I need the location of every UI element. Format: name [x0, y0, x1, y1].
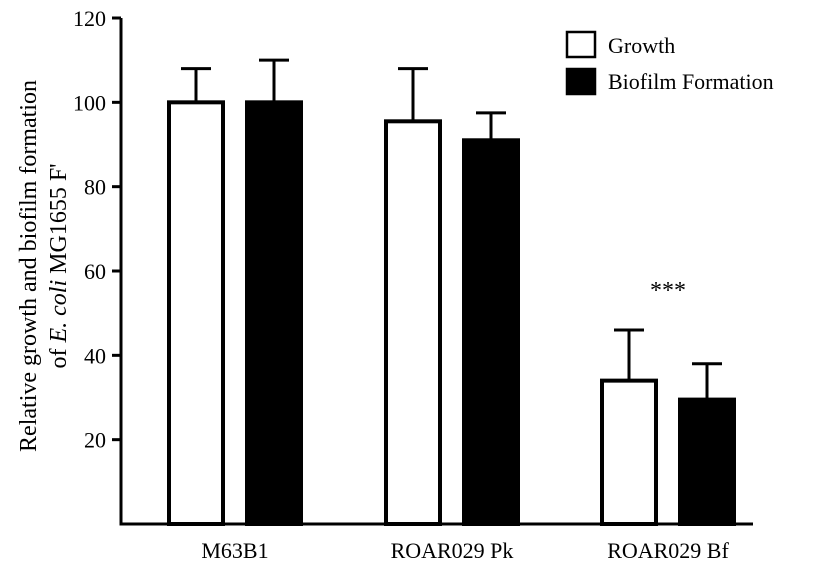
legend: Growth Biofilm Formation [565, 30, 774, 96]
category-labels: M63B1 ROAR029 Pk ROAR029 Bf [201, 538, 729, 563]
bar-series [167, 100, 736, 527]
y-tick-label: 40 [84, 343, 106, 368]
legend-label-biofilm: Biofilm Formation [608, 69, 774, 94]
bar-growth-2 [600, 378, 658, 526]
bar-biofilm-0 [245, 100, 303, 526]
bar-biofilm-1 [462, 138, 520, 527]
y-tick-label: 60 [84, 259, 106, 284]
y-axis-label-line-2: of E. coli MG1655 F' [46, 164, 72, 369]
y-axis-ticks: 20 40 60 80 100 120 [73, 6, 121, 453]
y-tick-label: 80 [84, 175, 106, 200]
annotations: *** [650, 278, 686, 304]
error-bars [181, 58, 722, 400]
legend-swatch-growth [565, 30, 597, 59]
bar-growth-0 [167, 100, 225, 526]
y-axis-label-italic: E. coli [46, 280, 72, 344]
significance-annotation: *** [650, 278, 686, 304]
category-label: M63B1 [201, 538, 268, 563]
category-label: ROAR029 Bf [607, 538, 729, 563]
y-tick-label: 100 [73, 90, 106, 115]
bar-biofilm-2 [678, 397, 736, 527]
legend-swatch-biofilm [565, 67, 597, 96]
category-label: ROAR029 Pk [391, 538, 514, 563]
y-axis-label-suffix: MG1655 F' [46, 164, 72, 280]
bar-growth-1 [384, 119, 442, 527]
y-axis-label-prefix: of [46, 343, 72, 369]
legend-label-growth: Growth [608, 33, 675, 58]
y-tick-label: 20 [84, 428, 106, 453]
y-axis-label-line-1: Relative growth and biofilm formation [16, 80, 42, 452]
y-tick-label: 120 [73, 6, 106, 31]
